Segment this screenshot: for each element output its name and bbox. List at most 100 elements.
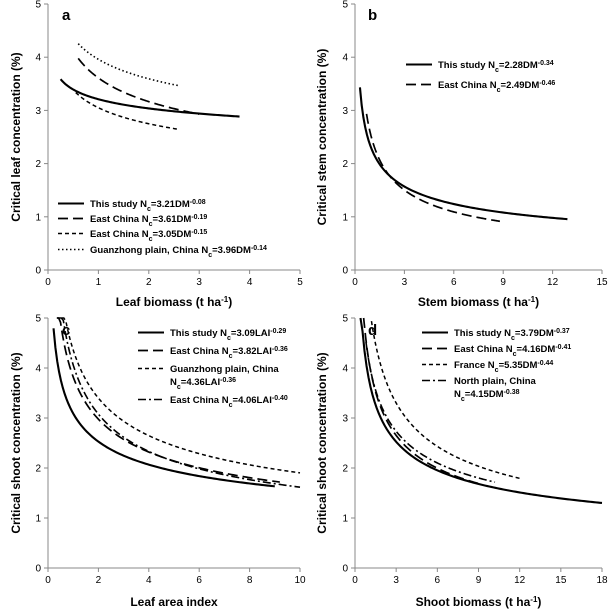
y-axis-title: Critical leaf concentration (%) — [9, 52, 23, 221]
x-tick-label: 15 — [555, 575, 567, 586]
x-axis-title: Leaf biomass (t ha-1) — [116, 295, 232, 310]
x-tick-label: 2 — [146, 277, 152, 288]
legend-label: East China Nc=4.06LAI-0.40 — [170, 395, 288, 409]
y-tick-label: 0 — [35, 564, 41, 575]
panel-a: 0 1 2 3 4 5 0 1 2 3 4 5 Leaf biomass (t ha-1) Critica… — [9, 0, 303, 309]
panel-letter: b — [368, 7, 377, 24]
x-tick-label: 9 — [476, 575, 482, 586]
legend-label: Guanzhong plain, China — [170, 364, 279, 375]
legend-label: East China Nc=2.49DM-0.46 — [438, 80, 555, 94]
legend-entry: France Nc=5.35DM-0.44 — [422, 360, 553, 374]
y-tick-label: 5 — [342, 0, 348, 11]
y-tick-label: 1 — [342, 212, 348, 223]
series-line — [359, 317, 603, 505]
y-tick-label: 1 — [342, 514, 348, 525]
series-line — [61, 317, 301, 474]
x-tick-label: 3 — [393, 575, 399, 586]
x-tick-label: 6 — [196, 575, 202, 586]
legend-entry: East China Nc=3.05DM-0.15 — [58, 229, 207, 243]
x-tick-label: 4 — [247, 277, 253, 288]
legend-entry: This study Nc=3.79DM-0.37 — [422, 328, 570, 342]
x-tick-label: 12 — [547, 277, 559, 288]
y-tick-label: 5 — [342, 314, 348, 325]
y-tick-label: 3 — [35, 106, 41, 117]
legend-label: This study Nc=3.21DM-0.08 — [90, 199, 206, 213]
legend-label-line2: Nc=4.15DM-0.38 — [454, 389, 520, 403]
y-tick-label: 5 — [35, 314, 41, 325]
series-line — [362, 317, 479, 485]
legend-label: This study Nc=3.09LAI-0.29 — [170, 328, 286, 342]
y-tick-label: 3 — [35, 414, 41, 425]
series-line — [365, 342, 496, 483]
series-line — [75, 91, 180, 131]
x-tick-label: 4 — [146, 575, 152, 586]
series-line — [358, 87, 568, 221]
x-axis-title: Stem biomass (t ha-1) — [418, 295, 539, 310]
x-tick-label: 1 — [96, 277, 102, 288]
legend-label-line2: Nc=4.36LAI-0.36 — [170, 377, 236, 391]
y-axis-title: Critical shoot concentration (%) — [9, 352, 23, 533]
legend-label: East China Nc=3.61DM-0.19 — [90, 214, 207, 228]
legend-entry: East China Nc=4.16DM-0.41 — [422, 344, 571, 358]
series-line — [59, 78, 240, 118]
y-tick-label: 2 — [342, 464, 348, 475]
y-tick-label: 3 — [342, 414, 348, 425]
legend-label: Guanzhong plain, China Nc=3.96DM-0.14 — [90, 245, 267, 259]
legend-label: This study Nc=2.28DM-0.34 — [438, 60, 554, 74]
x-tick-label: 5 — [297, 277, 303, 288]
x-tick-label: 0 — [352, 277, 358, 288]
x-tick-label: 15 — [596, 277, 608, 288]
x-tick-label: 0 — [352, 575, 358, 586]
panel-letter: c — [62, 322, 70, 339]
legend-entry: This study Nc=3.21DM-0.08 — [58, 199, 206, 213]
y-tick-label: 2 — [35, 464, 41, 475]
x-tick-label: 6 — [435, 575, 441, 586]
y-tick-label: 0 — [342, 266, 348, 277]
legend-label: East China Nc=3.82LAI-0.36 — [170, 346, 288, 360]
y-tick-label: 4 — [35, 53, 41, 64]
legend-entry: Guanzhong plain, China Nc=3.96DM-0.14 — [58, 245, 267, 259]
y-axis-title: Critical stem concentration (%) — [315, 49, 329, 226]
series-line — [370, 321, 520, 480]
x-tick-label: 8 — [247, 575, 253, 586]
legend-label: North plain, China — [454, 376, 537, 387]
panel-c: 0 1 2 3 4 5 0 2 4 6 8 10 Leaf area index Critical sho… — [9, 314, 306, 610]
x-tick-label: 18 — [596, 575, 608, 586]
y-tick-label: 1 — [35, 212, 41, 223]
legend-entry: East China Nc=3.82LAI-0.36 — [138, 346, 288, 360]
series-line — [77, 57, 200, 115]
legend-entry: North plain, China Nc=4.15DM-0.38 — [422, 376, 537, 403]
x-axis-title: Leaf area index — [130, 595, 218, 609]
legend-entry: Guanzhong plain, China Nc=4.36LAI-0.36 — [138, 364, 279, 391]
legend-entry: This study Nc=3.09LAI-0.29 — [138, 328, 286, 342]
x-tick-label: 0 — [45, 575, 51, 586]
x-tick-label: 0 — [45, 277, 51, 288]
y-tick-label: 1 — [35, 514, 41, 525]
y-tick-label: 4 — [35, 364, 41, 375]
legend-label: This study Nc=3.79DM-0.37 — [454, 328, 570, 342]
y-tick-label: 2 — [342, 159, 348, 170]
y-tick-label: 2 — [35, 159, 41, 170]
x-tick-label: 3 — [402, 277, 408, 288]
y-tick-label: 0 — [342, 564, 348, 575]
series-line — [77, 43, 180, 87]
series-line — [56, 317, 280, 483]
y-axis-title: Critical shoot concentration (%) — [315, 352, 329, 533]
x-tick-label: 3 — [196, 277, 202, 288]
legend-entry: East China Nc=2.49DM-0.46 — [406, 80, 555, 94]
series-line — [365, 113, 501, 223]
y-tick-label: 0 — [35, 266, 41, 277]
x-tick-label: 12 — [514, 575, 526, 586]
y-tick-label: 4 — [342, 364, 348, 375]
legend-entry: This study Nc=2.28DM-0.34 — [406, 60, 554, 74]
y-tick-label: 5 — [35, 0, 41, 11]
series-line — [59, 317, 301, 488]
legend-label: East China Nc=3.05DM-0.15 — [90, 229, 207, 243]
legend-label: East China Nc=4.16DM-0.41 — [454, 344, 571, 358]
legend-label: France Nc=5.35DM-0.44 — [454, 360, 553, 374]
legend-entry: East China Nc=3.61DM-0.19 — [58, 214, 207, 228]
y-tick-label: 4 — [342, 53, 348, 64]
